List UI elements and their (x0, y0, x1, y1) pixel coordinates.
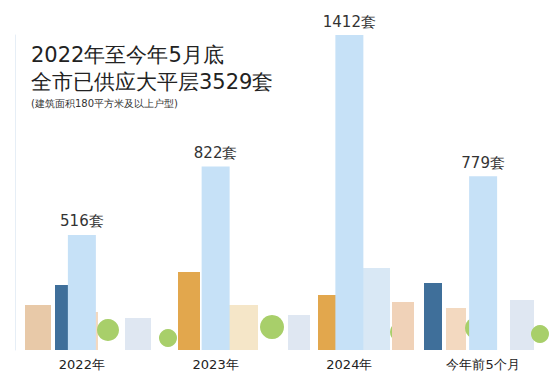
svg-text:2023年: 2023年 (193, 357, 239, 372)
svg-text:今年前5个月: 今年前5个月 (446, 357, 519, 372)
svg-text:822套: 822套 (194, 144, 238, 162)
svg-text:2024年: 2024年 (326, 357, 372, 372)
svg-text:516套: 516套 (60, 212, 104, 230)
svg-text:779套: 779套 (461, 154, 505, 172)
svg-text:全市已供应大平层3529套: 全市已供应大平层3529套 (31, 70, 273, 94)
svg-text:2022年: 2022年 (59, 357, 105, 372)
svg-text:1412套: 1412套 (323, 13, 376, 31)
svg-text:(建筑面积180平方米及以上户型): (建筑面积180平方米及以上户型) (31, 98, 178, 109)
svg-text:2022年至今年5月底: 2022年至今年5月底 (31, 43, 224, 67)
